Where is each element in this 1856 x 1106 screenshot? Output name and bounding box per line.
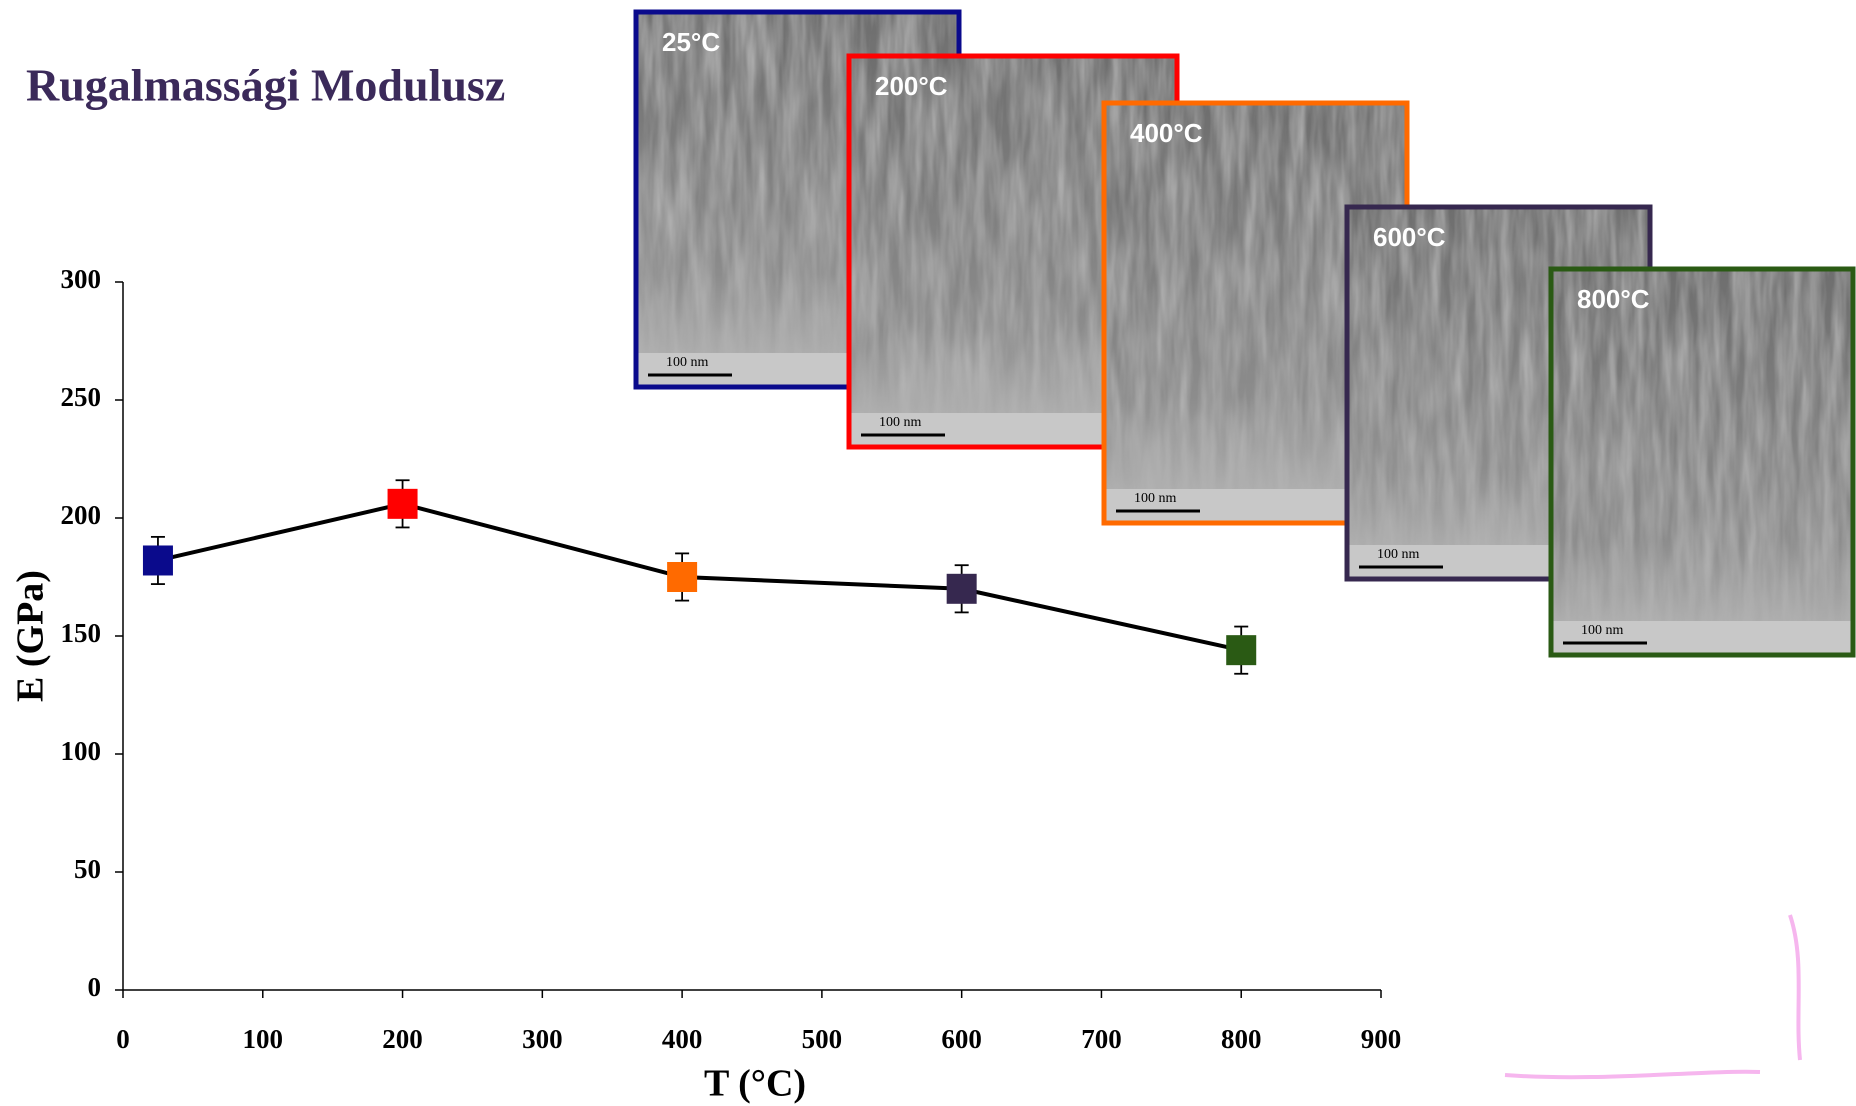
x-tick-label: 100 [243, 1024, 284, 1054]
y-tick-label: 100 [61, 736, 102, 766]
slide: Rugalmassági Modulusz T (°C) E (GPa) 0 50… [0, 0, 1856, 1106]
slide-title: Rugalmassági Modulusz [26, 60, 505, 111]
y-tick-label: 300 [61, 264, 102, 294]
x-tick-label: 200 [382, 1024, 423, 1054]
micrograph-texture [1551, 269, 1853, 655]
marker [667, 562, 697, 592]
scale-bar-label: 100 nm [879, 415, 922, 430]
x-axis-label: T (°C) [704, 1063, 806, 1105]
x-tick-label: 900 [1361, 1024, 1402, 1054]
micrograph-label: 200°C [875, 71, 948, 101]
y-tick-label: 150 [61, 618, 102, 648]
scale-bar-label: 100 nm [1581, 623, 1624, 638]
micrograph: 800°C 100 nm [1551, 269, 1853, 655]
micrograph-label: 400°C [1130, 118, 1203, 148]
scale-bar-label: 100 nm [1134, 491, 1177, 506]
scale-bar-label: 100 nm [1377, 547, 1420, 562]
micrograph-label: 25°C [662, 27, 720, 57]
scale-bar-label: 100 nm [666, 355, 709, 370]
y-tick-label: 250 [61, 382, 102, 412]
x-tick-label: 700 [1081, 1024, 1122, 1054]
marker [388, 489, 418, 519]
x-tick-label: 800 [1221, 1024, 1262, 1054]
y-tick-label: 200 [61, 500, 102, 530]
marker [947, 574, 977, 604]
micrograph-label: 600°C [1373, 222, 1446, 252]
marker [1226, 635, 1256, 665]
x-tick-label: 400 [662, 1024, 703, 1054]
y-axis-label: E (GPa) [10, 570, 52, 702]
marker [143, 545, 173, 575]
x-tick-label: 300 [522, 1024, 563, 1054]
y-tick-label: 50 [74, 854, 101, 884]
y-tick-label: 0 [88, 972, 102, 1002]
x-tick-label: 0 [116, 1024, 130, 1054]
x-tick-label: 600 [941, 1024, 982, 1054]
micrograph-label: 800°C [1577, 284, 1650, 314]
x-tick-label: 500 [802, 1024, 843, 1054]
